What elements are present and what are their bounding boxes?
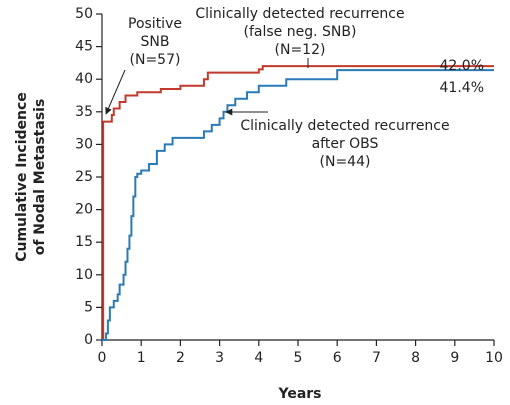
annotation: SNB — [141, 34, 170, 50]
annotation: 41.4% — [440, 80, 484, 96]
x-tick-label: 8 — [411, 350, 420, 366]
step-line — [102, 65, 494, 341]
y-tick-label: 20 — [75, 202, 93, 218]
annotation: (N=57) — [130, 52, 181, 68]
y-tick-label: 25 — [75, 169, 93, 185]
x-tick-label: 7 — [372, 350, 381, 366]
annotation: Clinically detected recurrence — [240, 118, 449, 134]
x-tick-label: 2 — [176, 350, 185, 366]
x-tick-label: 6 — [333, 350, 342, 366]
y-axis-label: of Nodal Metastasis — [32, 99, 48, 256]
x-tick-label: 5 — [294, 350, 303, 366]
y-tick-label: 5 — [84, 299, 93, 315]
y-tick-label: 10 — [75, 267, 93, 283]
x-tick-label: 1 — [137, 350, 146, 366]
annotation: Clinically detected recurrence — [195, 6, 404, 22]
y-tick-label: 0 — [84, 332, 93, 348]
x-tick-label: 0 — [98, 350, 107, 366]
x-tick-label: 9 — [450, 350, 459, 366]
annotation: (false neg. SNB) — [244, 24, 357, 40]
x-tick-label: 3 — [215, 350, 224, 366]
x-axis-label: Years — [277, 386, 321, 402]
annotation: after OBS — [312, 136, 379, 152]
step-line — [102, 69, 494, 341]
x-tick-label: 10 — [485, 350, 503, 366]
y-tick-label: 30 — [75, 136, 93, 152]
y-tick-label: 45 — [75, 39, 93, 55]
x-tick-label: 4 — [254, 350, 263, 366]
y-tick-label: 15 — [75, 234, 93, 250]
annotation: (N=44) — [320, 154, 371, 170]
y-axis-label: Cumulative Incidence — [14, 92, 30, 262]
annotation: (N=12) — [275, 42, 326, 58]
y-tick-label: 40 — [75, 71, 93, 87]
arrow — [105, 69, 126, 115]
annotation: Positive — [128, 16, 182, 32]
y-tick-label: 35 — [75, 104, 93, 120]
annotation: 42.0% — [440, 58, 484, 74]
y-tick-label: 50 — [75, 6, 93, 22]
